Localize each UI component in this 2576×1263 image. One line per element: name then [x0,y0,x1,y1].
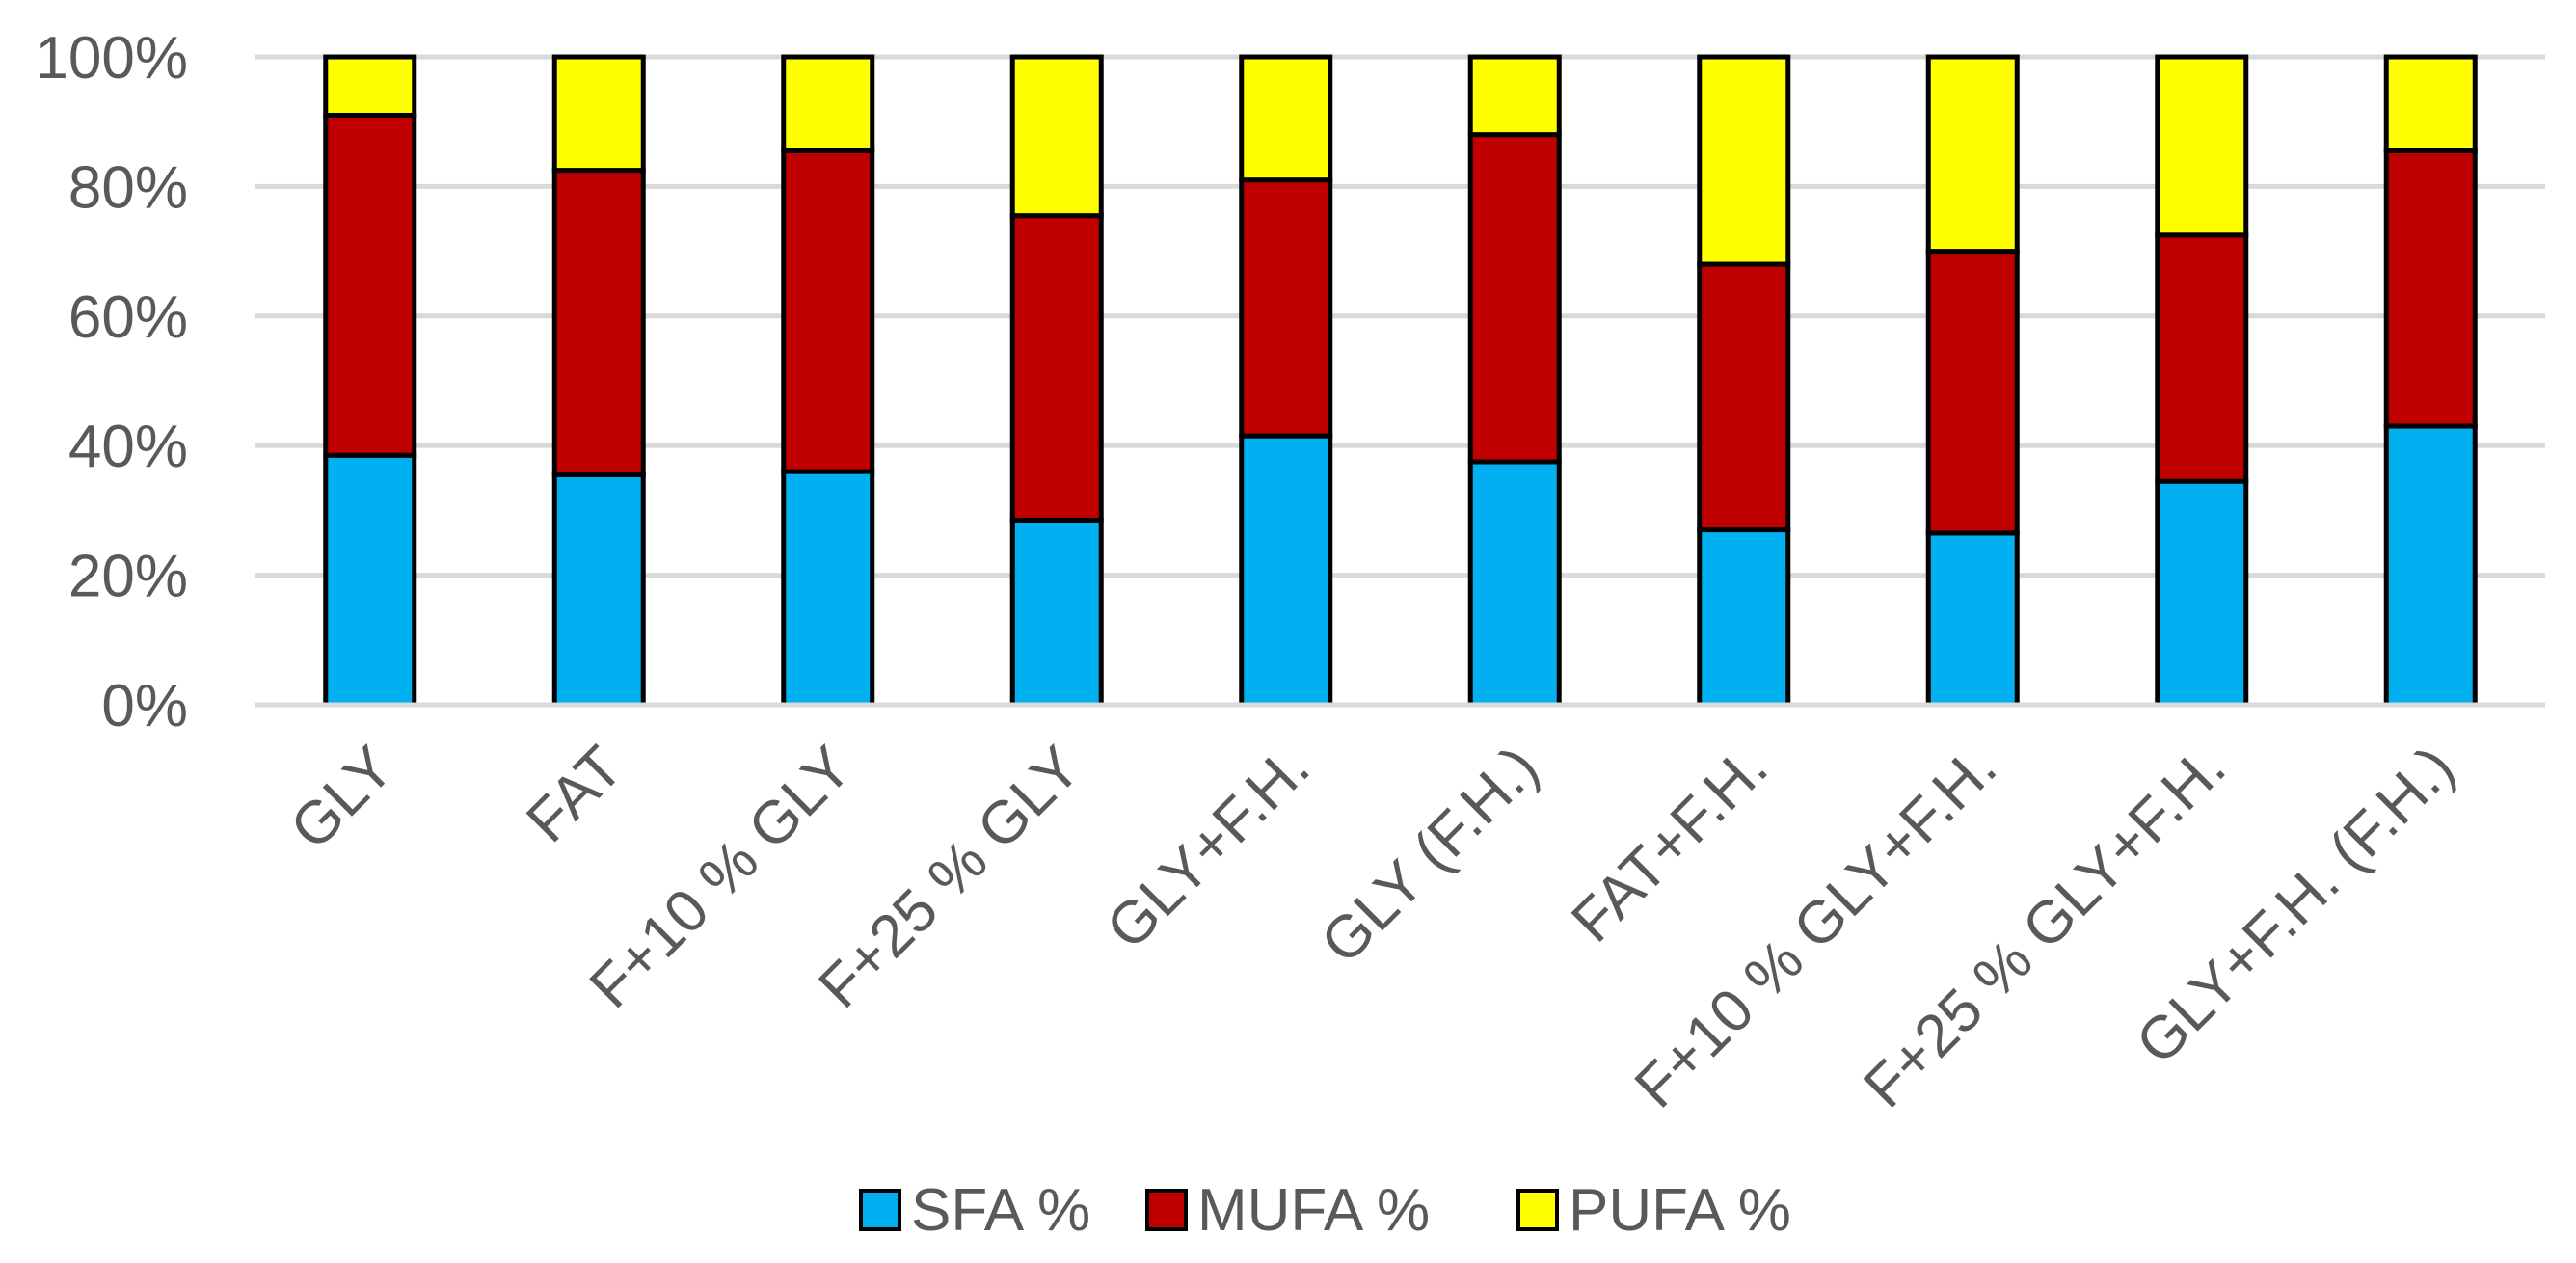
legend: SFA % MUFA % PUFA % [859,1177,1791,1244]
bar-segment-pufa [323,54,417,118]
bar-segment-pufa [1697,54,1791,267]
x-category-label: GLY [278,734,406,862]
y-tick-label: 20% [68,544,188,610]
bar-segment-sfa [1239,433,1333,708]
y-tick-label: 60% [68,284,188,351]
y-tick-label: 0% [101,673,188,739]
bars [323,54,2478,708]
bar-segment-sfa [323,452,417,708]
bar-segment-pufa [781,54,875,153]
bar-segment-pufa [551,54,646,174]
bar-segment-mufa [1239,177,1333,439]
bar-segment-mufa [2155,232,2249,484]
bar-segment-mufa [2383,148,2478,429]
bar-segment-sfa [1925,530,2020,708]
bar-segment-sfa [2155,478,2249,708]
bar-segment-mufa [781,148,875,474]
bar-segment-pufa [1467,54,1562,138]
legend-swatch [859,1189,901,1231]
bar-segment-sfa [781,469,875,708]
x-category-label: GLY+F.H. [1094,734,1323,962]
bar-segment-sfa [551,471,646,708]
bar-segment-mufa [551,168,646,477]
bar-segment-sfa [1009,517,1104,708]
legend-label: MUFA % [1197,1177,1430,1244]
bar-segment-mufa [1467,132,1562,465]
bar-segment-pufa [1009,54,1104,219]
bar-segment-sfa [1697,527,1791,708]
legend-swatch [1145,1189,1188,1231]
y-tick-label: 40% [68,414,188,480]
bar-segment-pufa [2383,54,2478,153]
x-category-label: GLY (F.H.) [1308,734,1551,977]
bar-segment-mufa [1009,213,1104,523]
bar-segment-mufa [1697,261,1791,533]
x-category-label: FAT [514,734,635,855]
bar-segment-sfa [1467,459,1562,708]
y-tick-label: 80% [68,154,188,221]
bar-segment-mufa [1925,249,2020,536]
bar-segment-pufa [1239,54,1333,183]
bar-segment-mufa [323,112,417,458]
x-category-label: FAT+F.H. [1559,734,1780,954]
bar-segment-pufa [2155,54,2249,238]
y-axis-tick-labels: 0% 20% 40% 60% 80% 100% [35,25,188,739]
legend-swatch [1516,1189,1559,1231]
bar-segment-sfa [2383,423,2478,708]
bar-segment-pufa [1925,54,2020,255]
legend-label: PUFA % [1569,1177,1791,1244]
legend-label: SFA % [911,1177,1090,1244]
y-tick-label: 100% [35,25,188,92]
